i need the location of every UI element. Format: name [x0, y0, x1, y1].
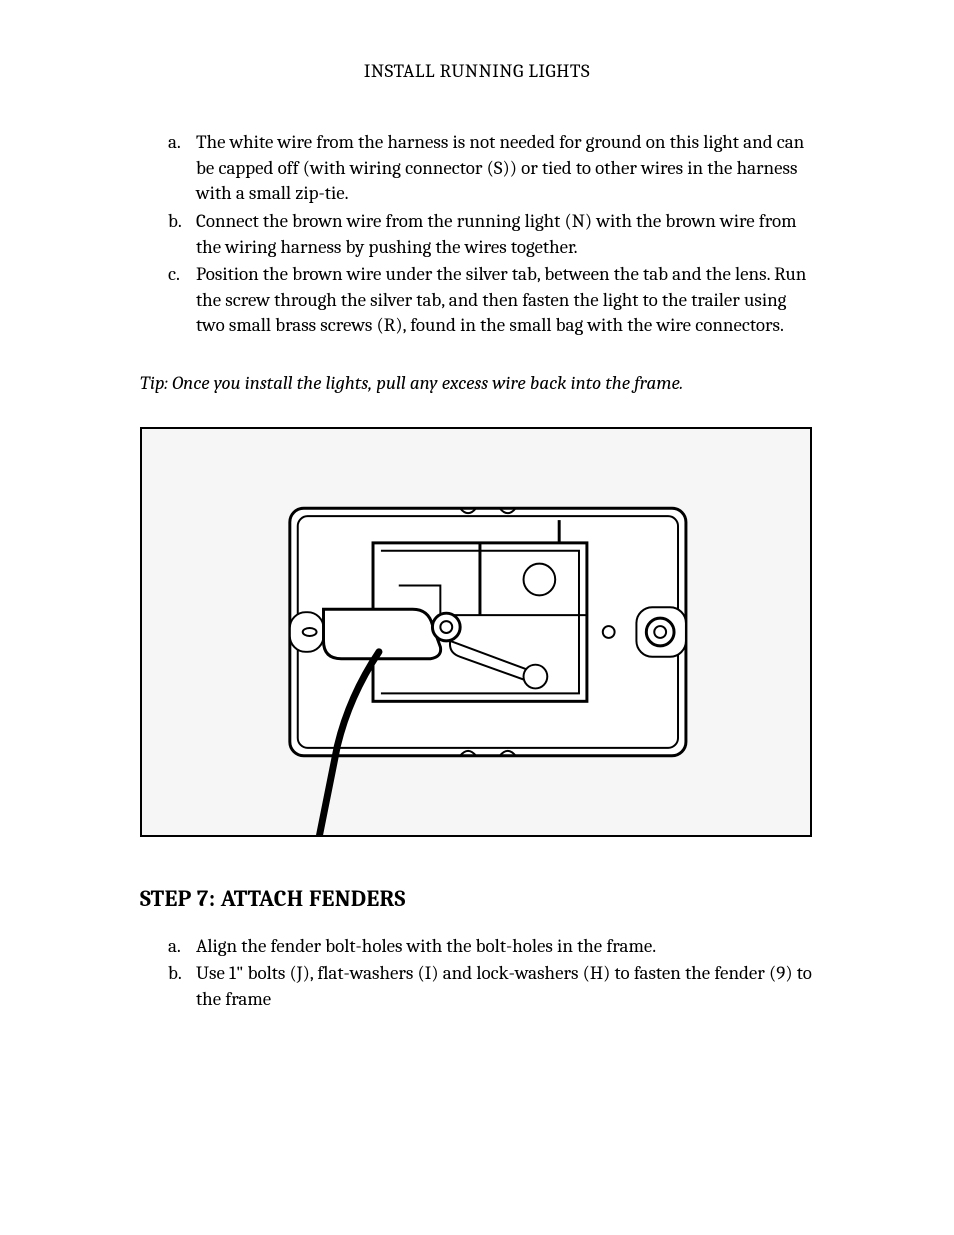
list-marker: a.	[168, 130, 181, 156]
list-item: a. Align the fender bolt-holes with the …	[196, 934, 814, 960]
list-item: b. Connect the brown wire from the runni…	[196, 209, 814, 260]
instruction-list-1: a. The white wire from the harness is no…	[140, 130, 814, 339]
list-marker: b.	[168, 209, 182, 235]
document-page: INSTALL RUNNING LIGHTS a. The white wire…	[0, 0, 954, 1085]
light-assembly-figure	[140, 427, 812, 837]
list-text: Use 1" bolts (J), flat-washers (I) and l…	[196, 962, 812, 1010]
list-marker: a.	[168, 934, 181, 960]
list-item: b. Use 1" bolts (J), flat-washers (I) an…	[196, 961, 814, 1012]
list-text: Align the fender bolt-holes with the bol…	[196, 935, 656, 957]
list-text: The white wire from the harness is not n…	[196, 131, 804, 204]
list-text: Position the brown wire under the silver…	[196, 263, 806, 336]
list-item: c. Position the brown wire under the sil…	[196, 262, 814, 339]
tip-text: Tip: Once you install the lights, pull a…	[140, 371, 814, 397]
running-head: INSTALL RUNNING LIGHTS	[140, 60, 814, 82]
list-text: Connect the brown wire from the running …	[196, 210, 797, 258]
instruction-list-2: a. Align the fender bolt-holes with the …	[140, 934, 814, 1013]
list-item: a. The white wire from the harness is no…	[196, 130, 814, 207]
step-heading: STEP 7: ATTACH FENDERS	[140, 885, 814, 912]
light-diagram-icon	[142, 429, 810, 835]
list-marker: c.	[168, 262, 180, 288]
list-marker: b.	[168, 961, 182, 987]
